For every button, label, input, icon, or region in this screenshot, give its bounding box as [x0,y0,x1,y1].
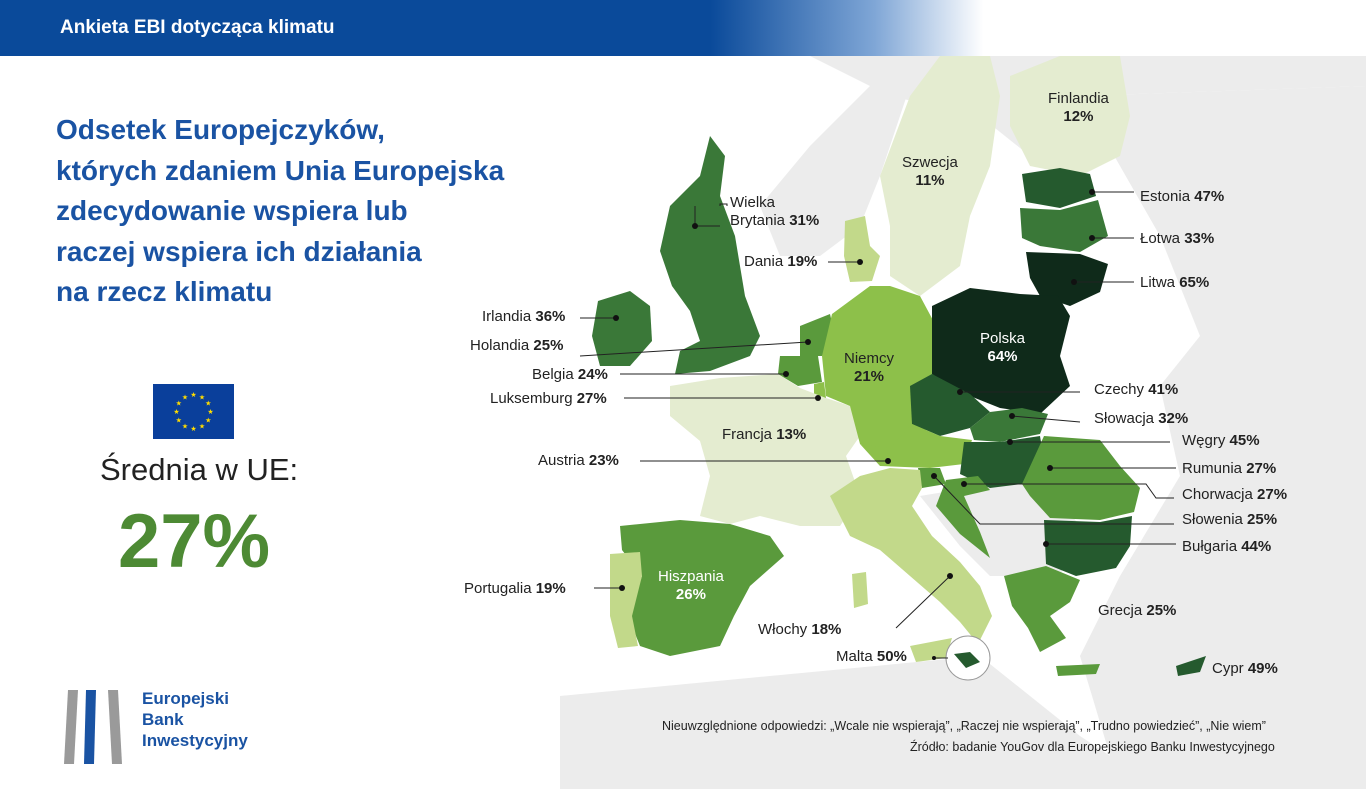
header-title: Ankieta EBI dotycząca klimatu [60,17,335,38]
region-poland [932,288,1070,414]
region-cyprus [1176,656,1206,676]
region-austria [860,424,972,468]
region-hungary [960,436,1044,488]
label-poland: Polska 64% [980,330,1026,365]
eu-star-icon: ★ [199,393,205,401]
eu-star-icon: ★ [176,400,182,408]
region-uk [660,136,760,374]
region-luxembourg [814,382,826,398]
label-france: Francja 13% [722,426,807,443]
label-italy: Włochy 18% [758,621,842,638]
europe-map: Finlandia 12% Szwecja 11% Estonia 47% Łotw… [464,56,1366,789]
label-hungary: Węgry 45% [1182,432,1260,449]
region-crete [1056,664,1100,676]
label-uk: Wielka Brytania 31% [730,194,820,229]
label-bulgaria: Bułgaria 44% [1182,538,1272,555]
label-romania: Rumunia 27% [1182,460,1277,477]
region-malta [954,652,980,668]
eu-star-icon: ★ [173,408,179,416]
eib-logo-text: Europejski Bank Inwestycyjny [142,688,248,751]
region-bulgaria [1044,516,1132,576]
region-belgium [778,356,822,386]
header-bar [0,0,1366,56]
eu-star-icon: ★ [182,393,188,401]
eu-star-icon: ★ [207,408,213,416]
region-sardinia [852,572,868,608]
region-france [670,374,860,526]
label-ireland: Irlandia 36% [482,308,566,325]
headline-line-5: na rzecz klimatu [56,276,273,307]
region-denmark [844,216,880,282]
label-czechia: Czechy 41% [1094,381,1179,398]
headline-line-3: zdecydowanie wspiera lub [56,195,408,226]
label-belgium: Belgia 24% [532,366,608,383]
region-sweden [880,56,1000,296]
label-finland: Finlandia 12% [1048,90,1109,125]
label-slovenia: Słowenia 25% [1182,511,1278,528]
eib-logo-line-2: Bank [142,710,184,729]
region-sicily [910,638,952,662]
region-greece [1004,566,1080,652]
region-norway [760,56,920,256]
eu-star-icon: ★ [199,423,205,431]
eu-star-icon: ★ [190,391,196,399]
label-lithuania: Litwa 65% [1140,274,1210,291]
eib-logo-line-3: Inwestycyjny [142,731,248,750]
region-portugal [610,552,642,648]
headline-line-4: raczej wspiera ich działania [56,235,422,267]
eu-star-icon: ★ [176,417,182,425]
headline: Odsetek Europejczyków, których zdaniem U… [56,110,616,313]
region-finland [1010,56,1130,176]
eu-star-icon: ★ [190,425,196,433]
eib-logo-icon [64,690,122,764]
region-czechia [910,374,990,436]
label-spain: Hiszpania 26% [658,568,724,603]
label-malta: Malta 50% [836,648,907,665]
label-croatia: Chorwacja 27% [1182,486,1288,503]
average-label: Średnia w UE: [100,452,299,487]
region-spain [620,520,784,656]
source-note: Źródło: badanie YouGov dla Europejskiego… [910,740,1275,754]
excluded-answers-note: Nieuwzględnione odpowiedzi: „Wcale nie w… [662,719,1266,733]
average-value: 27% [118,499,271,584]
label-slovakia: Słowacja 32% [1094,410,1189,427]
eib-logo-line-1: Europejski [142,689,229,708]
label-cyprus: Cypr 49% [1212,660,1278,677]
label-denmark: Dania 19% [744,253,818,270]
headline-line-2: których zdaniem Unia Europejska [56,154,505,186]
label-estonia: Estonia 47% [1140,188,1225,205]
eu-star-icon: ★ [205,400,211,408]
region-germany [822,286,940,451]
label-austria: Austria 23% [538,452,619,469]
region-ireland [592,291,652,366]
eu-flag-icon: ★ ★ ★ ★ ★ ★ ★ ★ ★ ★ ★ ★ [153,384,234,439]
headline-line-1: Odsetek Europejczyków, [56,114,385,145]
region-croatia [936,476,990,558]
land-africa-background [560,656,1160,789]
region-romania [1022,436,1140,520]
region-italy [830,468,992,644]
label-netherlands: Holandia 25% [470,337,564,354]
region-lithuania [1026,252,1108,306]
label-germany: Niemcy 21% [844,350,895,385]
label-greece: Grecja 25% [1098,602,1177,619]
eu-star-icon: ★ [182,423,188,431]
label-sweden: Szwecja 11% [902,154,958,189]
map-svg [560,56,1366,789]
region-estonia [1022,168,1096,208]
land-east-background [1080,86,1366,789]
label-portugal: Portugalia 19% [464,580,566,597]
region-latvia [1020,200,1108,252]
label-latvia: Łotwa 33% [1140,230,1215,247]
region-slovakia [970,408,1048,442]
label-luxembourg: Luksemburg 27% [490,390,607,407]
eu-star-icon: ★ [205,417,211,425]
